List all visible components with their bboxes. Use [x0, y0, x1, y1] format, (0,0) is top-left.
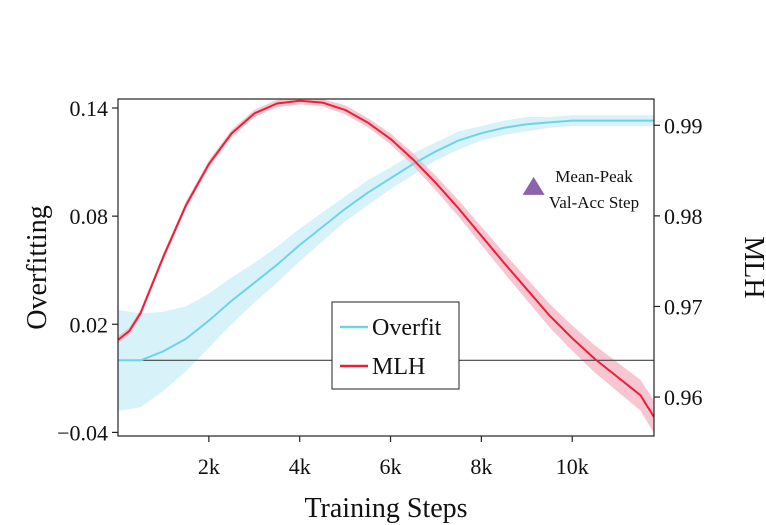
- y-right-tick-label: 0.99: [664, 113, 703, 138]
- plot-frame: [117, 98, 655, 437]
- legend-box: [331, 301, 460, 390]
- y-right-tick-label: 0.97: [664, 294, 703, 319]
- x-tick-label: 10k: [556, 454, 589, 479]
- series-lines: [118, 99, 654, 418]
- x-tick-label: 4k: [289, 454, 311, 479]
- mean-peak-marker: [522, 176, 545, 195]
- x-axis-label: Training Steps: [304, 493, 467, 524]
- x-tick-label: 8k: [470, 454, 492, 479]
- y-right-tick-label: 0.96: [664, 385, 703, 410]
- legend-label-overfit: Overfit: [372, 315, 442, 341]
- x-tick-label: 6k: [380, 454, 402, 479]
- line-overfit: [118, 119, 654, 362]
- axis-ticks: 2k 4k 6k 8k 10k 0.14 0.08 0.02 −0.04 0.99 0.98 0.97…: [57, 96, 702, 479]
- mean-peak-label-line-2: Val-Acc Step: [549, 193, 639, 212]
- line-mlh: [118, 99, 654, 418]
- y-left-tick-label: 0.02: [70, 312, 109, 337]
- y-left-tick-label: −0.04: [57, 420, 108, 445]
- confidence-bands: [118, 99, 654, 434]
- y-axis-right-label: MLH: [738, 236, 766, 298]
- band-overfit: [118, 115, 654, 411]
- y-left-tick-label: 0.08: [70, 204, 109, 229]
- legend-label-mlh: MLH: [372, 354, 425, 380]
- y-axis-left-label: Overfitting: [22, 205, 53, 329]
- x-tick-label: 2k: [198, 454, 220, 479]
- legend: Overfit MLH: [331, 301, 460, 390]
- y-right-tick-label: 0.98: [664, 204, 703, 229]
- y-left-tick-label: 0.14: [70, 96, 109, 121]
- mean-peak-label-line-1: Mean-Peak: [555, 167, 633, 186]
